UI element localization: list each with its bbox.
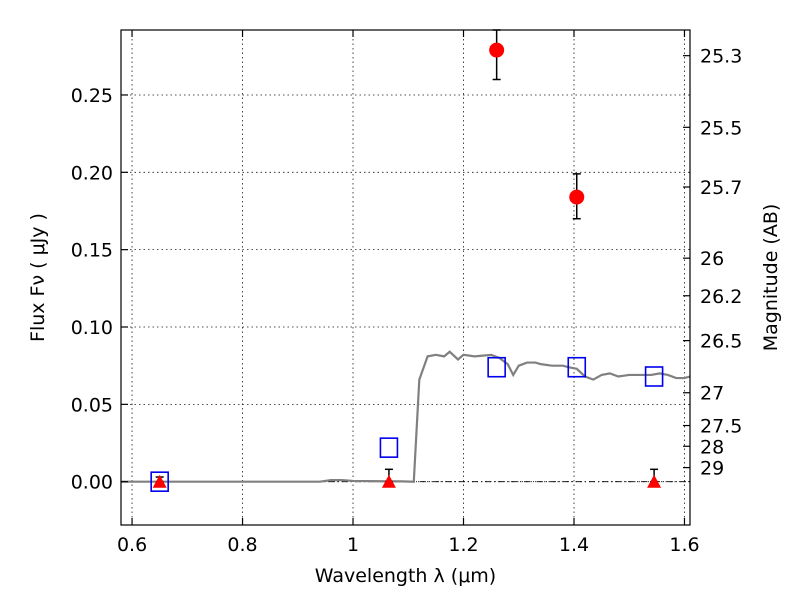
plot-series xyxy=(121,29,691,492)
y-tick-label: 0.25 xyxy=(71,85,113,107)
model-spectrum-line xyxy=(121,350,691,483)
detection-point xyxy=(569,189,585,205)
upper-limit-point xyxy=(647,474,662,488)
y-tick-label: 0.20 xyxy=(71,162,113,184)
detection-point xyxy=(489,42,505,58)
model-photometry-point xyxy=(379,437,399,458)
y-axis-right-label: Magnitude (AB) xyxy=(760,204,782,352)
x-tick-label: 1.6 xyxy=(669,534,699,556)
x-axis-label: Wavelength λ (μm) xyxy=(315,565,496,587)
mag-tick-label: 25.5 xyxy=(700,117,742,139)
mag-tick-label: 26.2 xyxy=(700,286,742,308)
x-tick-label: 0.6 xyxy=(117,534,147,556)
model-photometry-point xyxy=(487,356,506,378)
mag-tick-label: 26.5 xyxy=(700,331,742,353)
mag-tick-label: 25.7 xyxy=(700,177,742,199)
x-tick-label: 1.4 xyxy=(559,534,589,556)
mag-tick-label: 27 xyxy=(700,383,724,405)
x-tick-label: 1.2 xyxy=(448,534,478,556)
grid xyxy=(121,30,690,525)
plot-frame xyxy=(120,29,691,526)
x-tick-label: 1 xyxy=(347,534,359,556)
model-photometry-point xyxy=(567,356,587,378)
mag-tick-label: 25.3 xyxy=(700,46,742,68)
x-axis: 0.6 0.8 1 1.2 1.4 1.6 xyxy=(117,30,700,556)
mag-tick-label: 26 xyxy=(700,248,724,270)
upper-limit-point xyxy=(152,474,167,488)
model-photometry-point xyxy=(150,471,169,492)
mag-tick-label: 28 xyxy=(700,436,724,458)
mag-tick-label: 29 xyxy=(700,458,724,480)
mag-tick-label: 27.5 xyxy=(700,416,742,438)
model-photometry-point xyxy=(644,366,664,387)
x-tick-label: 0.8 xyxy=(227,534,257,556)
upper-limit-point xyxy=(381,474,396,488)
y-tick-label: 0.10 xyxy=(71,317,113,339)
y-tick-label: 0.05 xyxy=(71,394,113,416)
y-tick-label: 0.00 xyxy=(71,472,113,494)
y-axis-left: 0.00 0.05 0.10 0.15 0.20 0.25 xyxy=(71,85,128,494)
y-axis-label: Flux Fν ( μJy ) xyxy=(27,213,49,342)
y-tick-label: 0.15 xyxy=(71,240,113,262)
